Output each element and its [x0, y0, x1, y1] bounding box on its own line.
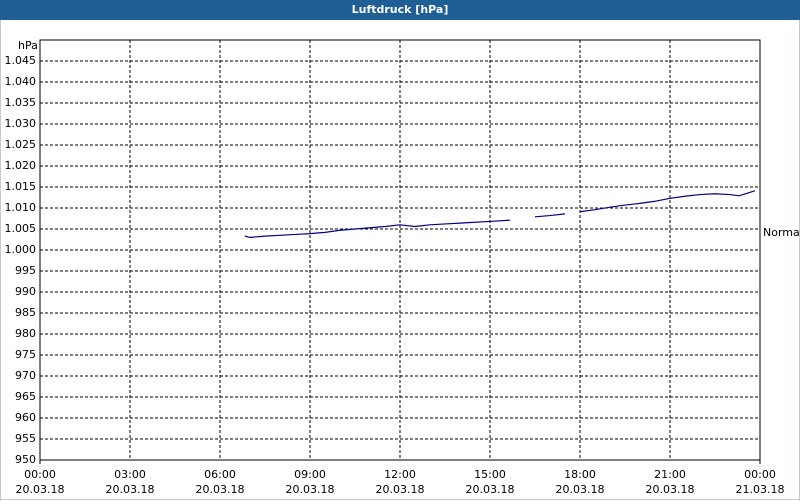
- x-tick-label: 03:00: [114, 468, 146, 481]
- x-tick-label: 12:00: [384, 468, 416, 481]
- y-tick-label: 955: [15, 432, 36, 445]
- y-tick-label: 975: [15, 348, 36, 361]
- line: [244, 190, 756, 239]
- y-tick-label: 1.010: [5, 201, 37, 214]
- x-tick-date: 20.03.18: [106, 483, 155, 496]
- y-tick-label: 965: [15, 390, 36, 403]
- y-axis-label: hPa: [18, 39, 38, 52]
- y-tick-label: 1.045: [5, 54, 37, 67]
- y-tick-label: 1.000: [5, 243, 37, 256]
- y-tick-label: 960: [15, 411, 36, 424]
- x-tick-label: 06:00: [204, 468, 236, 481]
- y-tick-label: 1.005: [5, 222, 37, 235]
- x-tick-date: 20.03.18: [556, 483, 605, 496]
- x-tick-date: 20.03.18: [286, 483, 335, 496]
- y-tick-label: 1.040: [5, 75, 37, 88]
- y-tick-label: 1.035: [5, 96, 37, 109]
- x-tick-label: 00:00: [24, 468, 56, 481]
- x-tick-label: 21:00: [654, 468, 686, 481]
- x-tick-date: 20.03.18: [376, 483, 425, 496]
- x-tick-date: 20.03.18: [646, 483, 695, 496]
- x-tick-label: 15:00: [474, 468, 506, 481]
- y-tick-label: 1.030: [5, 117, 37, 130]
- y-tick-label: 985: [15, 306, 36, 319]
- y-tick-label: 950: [15, 453, 36, 466]
- y-tick-label: 1.020: [5, 159, 37, 172]
- x-tick-label: 18:00: [564, 468, 596, 481]
- y-tick-label: 970: [15, 369, 36, 382]
- y-tick-label: 1.015: [5, 180, 37, 193]
- title-bar: [0, 0, 800, 20]
- y-tick-label: 990: [15, 285, 36, 298]
- x-tick-label: 00:00: [744, 468, 776, 481]
- x-tick-date: 20.03.18: [196, 483, 245, 496]
- y-tick-label: 995: [15, 264, 36, 277]
- x-tick-label: 09:00: [294, 468, 326, 481]
- reference-label: Normal: [763, 226, 800, 239]
- x-tick-date: 20.03.18: [466, 483, 515, 496]
- y-tick-label: 1.025: [5, 138, 37, 151]
- y-tick-label: 980: [15, 327, 36, 340]
- x-tick-date: 20.03.18: [16, 483, 65, 496]
- x-tick-date: 21.03.18: [736, 483, 785, 496]
- chart-title: Luftdruck [hPa]: [352, 3, 449, 16]
